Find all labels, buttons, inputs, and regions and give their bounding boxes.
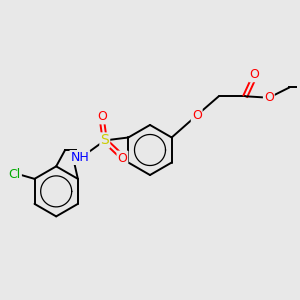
Text: O: O xyxy=(264,91,274,104)
Text: Cl: Cl xyxy=(9,168,21,181)
Text: S: S xyxy=(100,134,109,147)
Text: NH: NH xyxy=(70,151,89,164)
Text: O: O xyxy=(192,109,202,122)
Text: O: O xyxy=(97,110,107,123)
Text: O: O xyxy=(118,152,128,165)
Text: O: O xyxy=(249,68,259,81)
